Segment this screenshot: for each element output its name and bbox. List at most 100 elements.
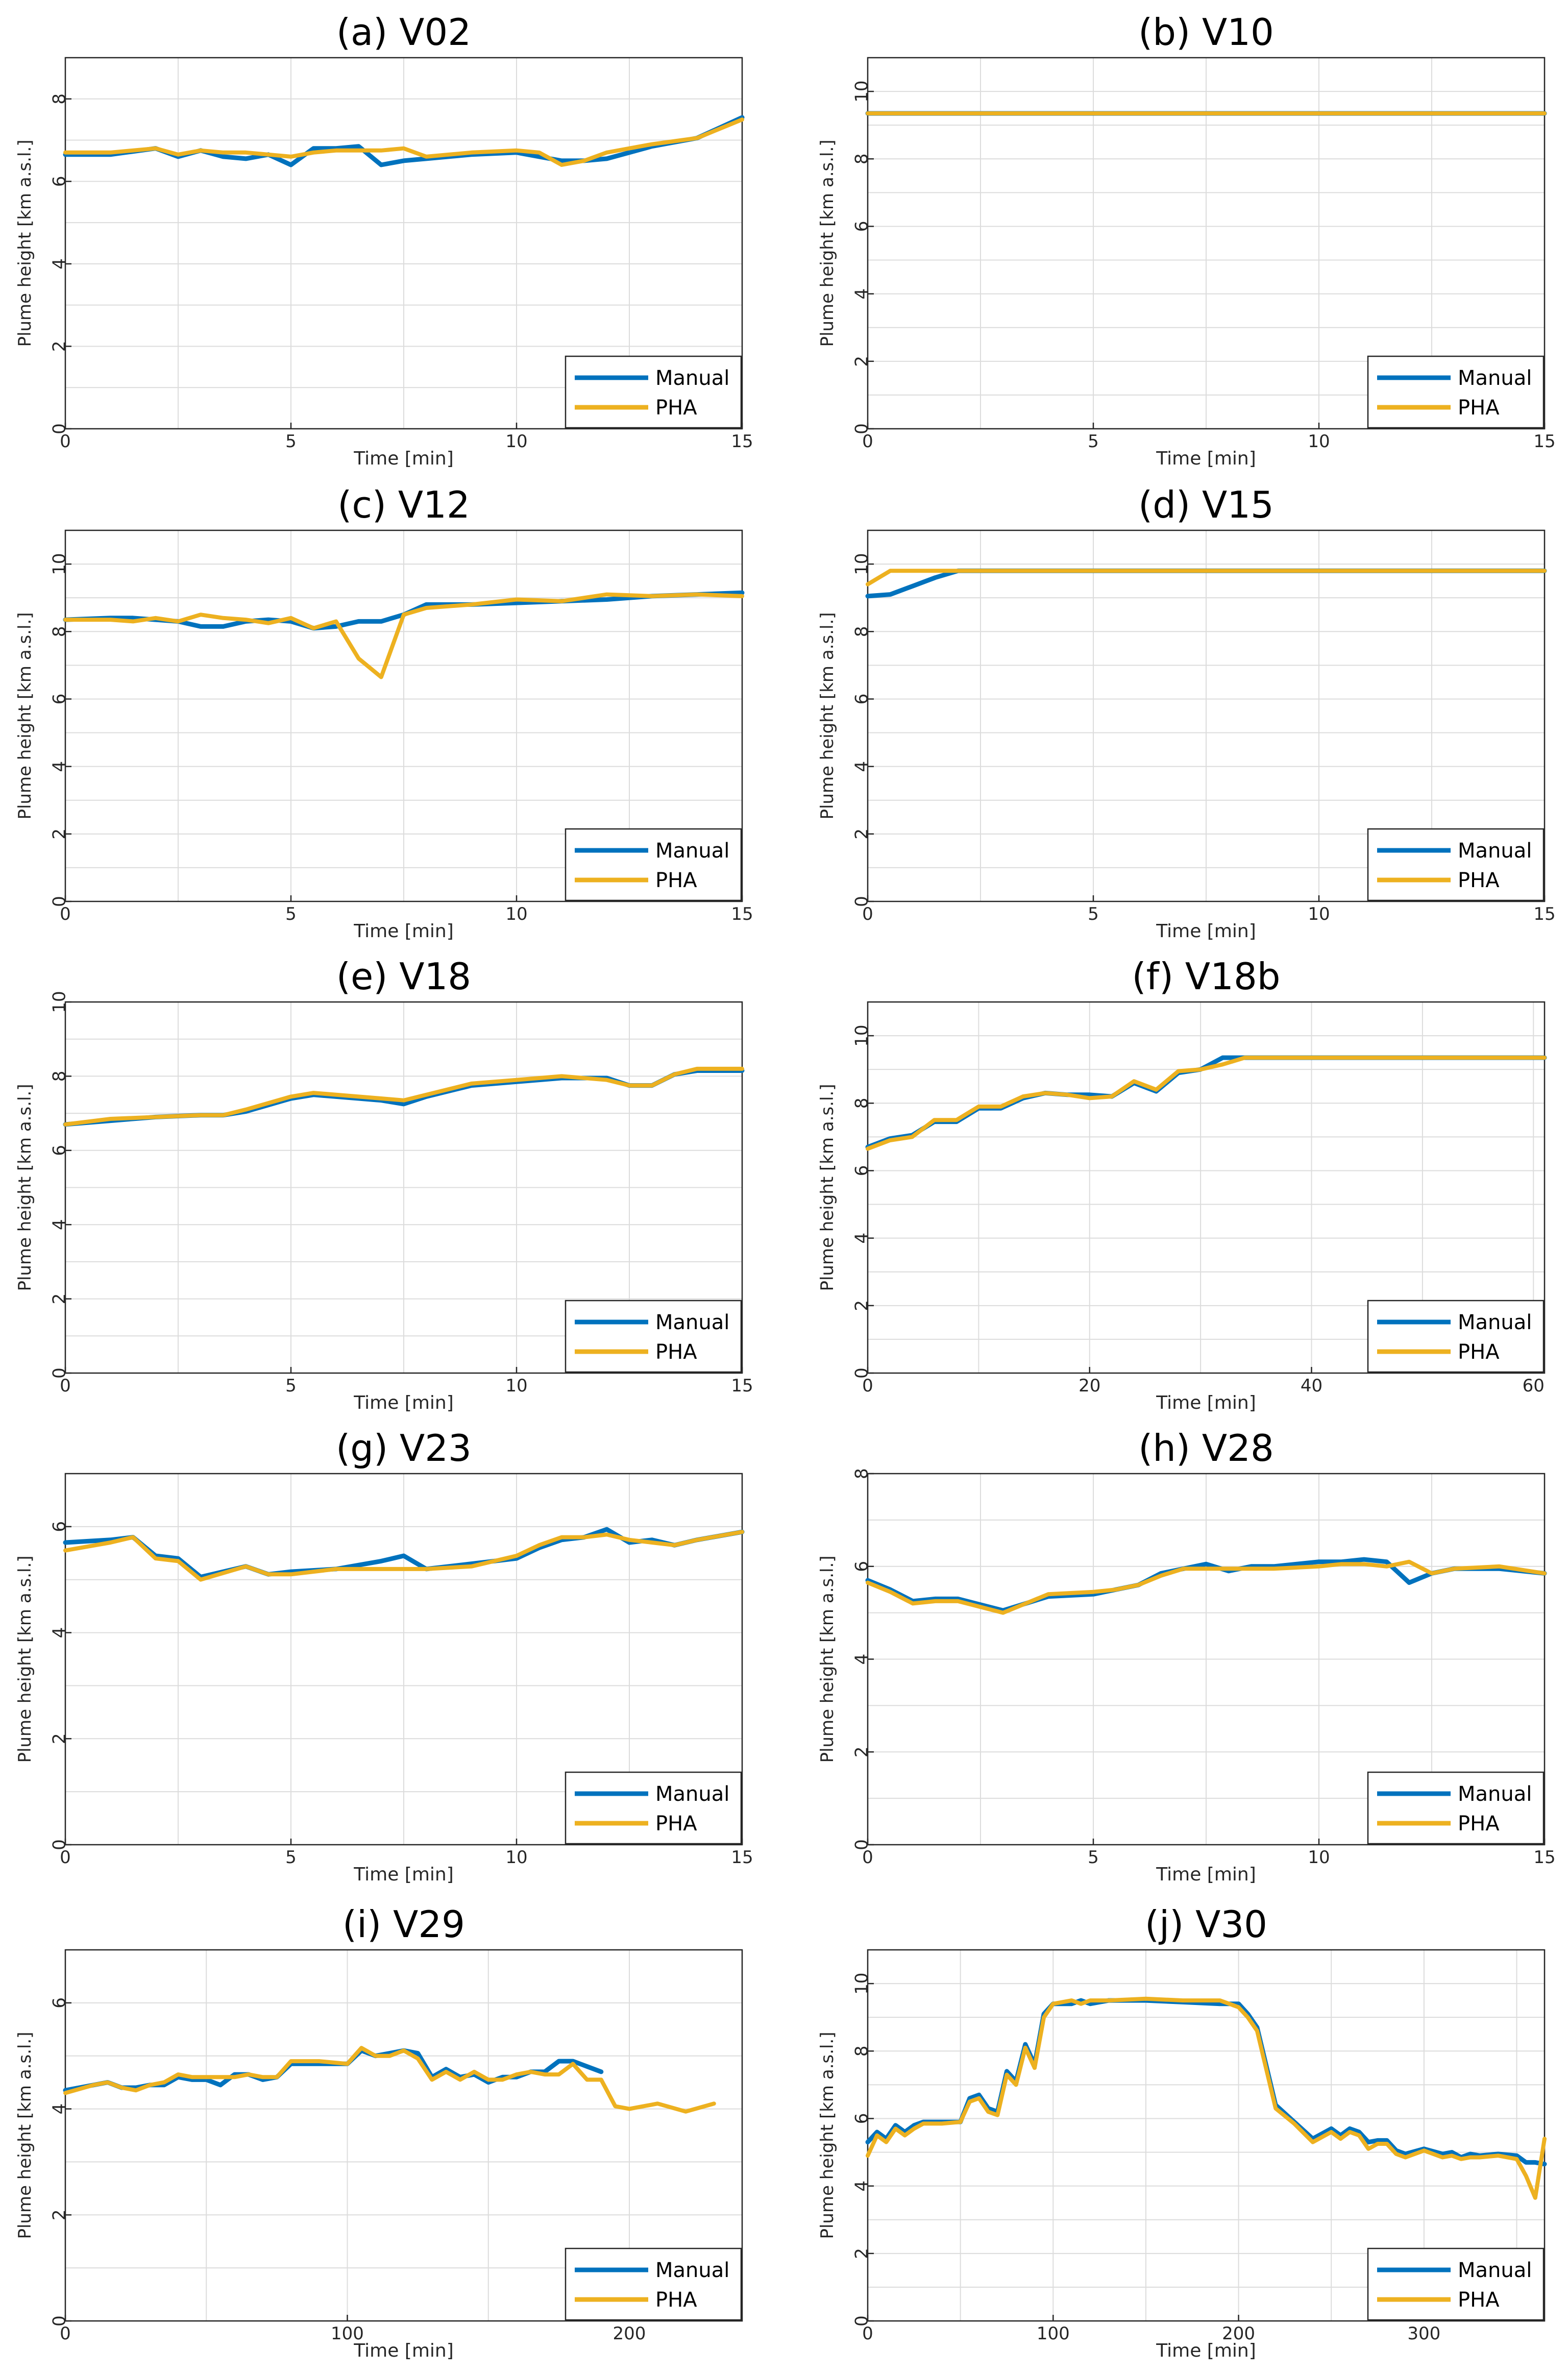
chart-j-ytick-label: 6 (852, 2113, 872, 2124)
chart-d-xlabel: Time [min] (1156, 921, 1256, 942)
chart-i-xlabel: Time [min] (353, 2340, 454, 2361)
chart-f-legend-label-manual: Manual (1458, 1311, 1532, 1334)
chart-j-ytick-label: 0 (852, 2315, 872, 2327)
chart-a-ytick-label: 6 (50, 176, 70, 187)
chart-e-ytick-label: 6 (50, 1145, 70, 1156)
chart-d-ytick-label: 4 (852, 761, 872, 772)
chart-e-legend: Manual PHA (565, 1300, 742, 1373)
chart-e-ytick-label: 4 (50, 1219, 70, 1230)
chart-e-ylabel: Plume height [km a.s.l.] (15, 1084, 35, 1291)
chart-d-xtick-label: 10 (1308, 904, 1330, 924)
chart-e-axes-frame (64, 1001, 743, 1374)
chart-b-xtick-label: 15 (1533, 431, 1555, 452)
chart-f-xtick-label: 60 (1523, 1376, 1545, 1396)
chart-h-ytick-label: 6 (852, 1561, 872, 1572)
chart-d: 0 5 10 15 0 2 4 6 8 10 (d) V15 Time [min] Plume heig… (817, 483, 1556, 942)
chart-j-xtick-label: 200 (1222, 2323, 1255, 2344)
chart-a-legend-box (565, 355, 742, 429)
chart-g-ytick-label: 6 (50, 1521, 70, 1532)
chart-h-legend: Manual PHA (1367, 1771, 1545, 1845)
chart-e-legend-label-manual: Manual (655, 1311, 729, 1334)
chart-a-xlabel: Time [min] (353, 448, 454, 469)
chart-a-axes-frame (64, 57, 743, 430)
chart-j-xtick-label: 300 (1407, 2323, 1440, 2344)
chart-b-xlabel: Time [min] (1156, 448, 1256, 469)
chart-h-legend-label-manual: Manual (1458, 1782, 1532, 1806)
chart-d-ytick-label: 8 (852, 626, 872, 637)
chart-d-xtick-label: 0 (862, 904, 873, 924)
chart-c-series-pha-line (63, 592, 744, 679)
chart-b-title: (b) V10 (1138, 11, 1274, 54)
chart-h-ytick-label: 2 (852, 1746, 872, 1757)
chart-j-legend-label-pha: PHA (1458, 2288, 1500, 2312)
chart-b-xtick-label: 5 (1088, 431, 1099, 452)
chart-j-ylabel: Plume height [km a.s.l.] (817, 2032, 838, 2239)
chart-g-xtick-label: 10 (505, 1847, 527, 1868)
chart-a-legend-label-manual: Manual (655, 366, 729, 390)
chart-f-ylabel: Plume height [km a.s.l.] (817, 1084, 838, 1291)
chart-j-legend: Manual PHA (1367, 2247, 1545, 2321)
chart-i-xtick-label: 0 (60, 2323, 71, 2344)
chart-h-xtick-label: 5 (1088, 1847, 1099, 1868)
chart-g-xtick-label: 15 (731, 1847, 753, 1868)
chart-f-axes-frame (867, 1001, 1546, 1374)
chart-b: 0 5 10 15 0 2 4 6 8 10 (b) V10 Time [min] Plume heig… (817, 11, 1556, 469)
chart-j-xlabel: Time [min] (1156, 2340, 1256, 2361)
chart-i-axes-frame (64, 1949, 743, 2322)
chart-a-ytick-label: 8 (50, 93, 70, 105)
chart-h-legend-label-pha: PHA (1458, 1812, 1500, 1836)
chart-b-ytick-label: 10 (852, 80, 872, 102)
chart-f-ytick-label: 2 (852, 1300, 872, 1311)
chart-d-ylabel: Plume height [km a.s.l.] (817, 612, 838, 819)
chart-e-ytick-label: 10 (50, 991, 70, 1013)
chart-c-ytick-label: 2 (50, 828, 70, 840)
chart-f-xtick-label: 0 (862, 1376, 873, 1396)
chart-g-ylabel: Plume height [km a.s.l.] (15, 1555, 35, 1763)
chart-j-ytick-label: 10 (852, 1972, 872, 1994)
chart-h-xlabel: Time [min] (1156, 1864, 1256, 1885)
chart-a-title: (a) V02 (336, 11, 471, 54)
chart-j-axes-frame (867, 1949, 1546, 2322)
chart-h-series-pha-line (866, 1559, 1547, 1615)
chart-g-axes-frame (64, 1473, 743, 1846)
chart-c-ytick-label: 10 (50, 553, 70, 575)
chart-i-ytick-label: 4 (50, 2103, 70, 2115)
chart-d-ytick-label: 2 (852, 828, 872, 840)
chart-b-ytick-label: 2 (852, 356, 872, 367)
chart-a-ytick-label: 2 (50, 341, 70, 352)
chart-g-xtick-label: 0 (60, 1847, 71, 1868)
chart-e-xtick-label: 10 (505, 1376, 527, 1396)
chart-a-xtick-label: 10 (505, 431, 527, 452)
chart-d-legend-label-pha: PHA (1458, 869, 1500, 892)
chart-b-legend-label-manual: Manual (1458, 366, 1532, 390)
chart-a-xtick-label: 5 (285, 431, 297, 452)
chart-j-title: (j) V30 (1145, 1903, 1267, 1946)
chart-c-ytick-label: 0 (50, 896, 70, 907)
chart-e-title: (e) V18 (336, 955, 471, 998)
chart-e-ytick-label: 0 (50, 1367, 70, 1379)
chart-d-axes-frame (867, 529, 1546, 902)
chart-h-legend-box (1367, 1771, 1545, 1845)
chart-j-ytick-label: 4 (852, 2181, 872, 2192)
chart-e-legend-box (565, 1300, 742, 1373)
chart-h-ylabel: Plume height [km a.s.l.] (817, 1555, 838, 1763)
chart-a-ytick-label: 0 (50, 423, 70, 434)
chart-a-legend-label-pha: PHA (655, 396, 697, 420)
chart-d-xtick-label: 15 (1533, 904, 1555, 924)
chart-a-series-pha-line (63, 117, 744, 167)
chart-h-ytick-label: 0 (852, 1839, 872, 1850)
chart-b-legend-box (1367, 355, 1545, 429)
chart-g: 0 5 10 15 0 2 4 6 (g) V23 Time [min] Plume height … (15, 1427, 753, 1885)
chart-e-ytick-label: 8 (50, 1071, 70, 1082)
chart-g-legend-label-manual: Manual (655, 1782, 729, 1806)
chart-f-legend: Manual PHA (1367, 1300, 1545, 1373)
chart-h-ytick-label: 4 (852, 1654, 872, 1665)
chart-b-ytick-label: 8 (852, 153, 872, 164)
chart-f-xlabel: Time [min] (1156, 1392, 1256, 1413)
chart-f-ytick-label: 0 (852, 1367, 872, 1379)
chart-g-legend: Manual PHA (565, 1771, 742, 1845)
chart-c-xlabel: Time [min] (353, 921, 454, 942)
chart-d-ytick-label: 10 (852, 553, 872, 575)
chart-c-legend: Manual PHA (565, 828, 742, 901)
chart-j-legend-label-manual: Manual (1458, 2259, 1532, 2282)
